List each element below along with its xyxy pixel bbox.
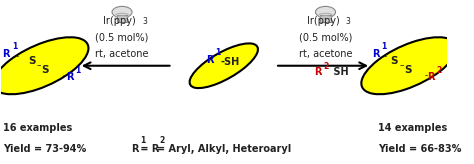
Text: Ir(ppy): Ir(ppy) xyxy=(103,16,136,26)
Text: 16 examples: 16 examples xyxy=(3,123,72,133)
Ellipse shape xyxy=(0,37,89,94)
Text: S: S xyxy=(42,65,49,75)
Text: 3: 3 xyxy=(142,17,147,26)
Text: –: – xyxy=(37,61,41,70)
Text: 1: 1 xyxy=(76,66,81,75)
Ellipse shape xyxy=(112,6,132,18)
Text: 1: 1 xyxy=(381,42,386,51)
Text: -SH: -SH xyxy=(221,57,240,67)
Text: 1: 1 xyxy=(215,48,220,57)
Text: S: S xyxy=(404,65,411,75)
Text: SH: SH xyxy=(330,67,348,77)
Text: -: - xyxy=(16,52,19,61)
Ellipse shape xyxy=(361,37,456,94)
Text: S: S xyxy=(28,56,36,66)
Text: Yield = 73-94%: Yield = 73-94% xyxy=(3,144,86,154)
Text: 1: 1 xyxy=(12,42,18,51)
Text: 3: 3 xyxy=(346,17,350,26)
Text: 2: 2 xyxy=(437,66,442,75)
Text: rt, acetone: rt, acetone xyxy=(95,49,149,59)
Text: -: - xyxy=(63,71,66,80)
Text: = Aryl, Alkyl, Heteroaryl: = Aryl, Alkyl, Heteroaryl xyxy=(157,144,291,154)
Text: R: R xyxy=(427,72,435,82)
Text: Yield = 66-83%: Yield = 66-83% xyxy=(378,144,461,154)
Text: R: R xyxy=(2,49,10,59)
Text: S: S xyxy=(391,56,398,66)
Text: R: R xyxy=(131,144,138,154)
Text: Ir(ppy): Ir(ppy) xyxy=(307,16,340,26)
Text: rt, acetone: rt, acetone xyxy=(299,49,352,59)
Text: R: R xyxy=(372,49,379,59)
Text: = R: = R xyxy=(137,144,159,154)
Text: R: R xyxy=(314,67,321,77)
Text: (0.5 mol%): (0.5 mol%) xyxy=(299,32,352,42)
Text: R: R xyxy=(66,72,73,82)
Text: –: – xyxy=(399,61,403,70)
Text: 1: 1 xyxy=(140,136,146,145)
Text: 2: 2 xyxy=(323,62,328,71)
Text: (0.5 mol%): (0.5 mol%) xyxy=(95,32,149,42)
Ellipse shape xyxy=(190,43,258,88)
Bar xyxy=(117,15,128,22)
Ellipse shape xyxy=(316,6,336,18)
Text: -: - xyxy=(425,71,428,80)
Text: 14 examples: 14 examples xyxy=(378,123,447,133)
Text: -: - xyxy=(383,52,387,61)
Text: 2: 2 xyxy=(159,136,164,145)
Text: R: R xyxy=(206,55,213,65)
Bar xyxy=(320,15,331,22)
